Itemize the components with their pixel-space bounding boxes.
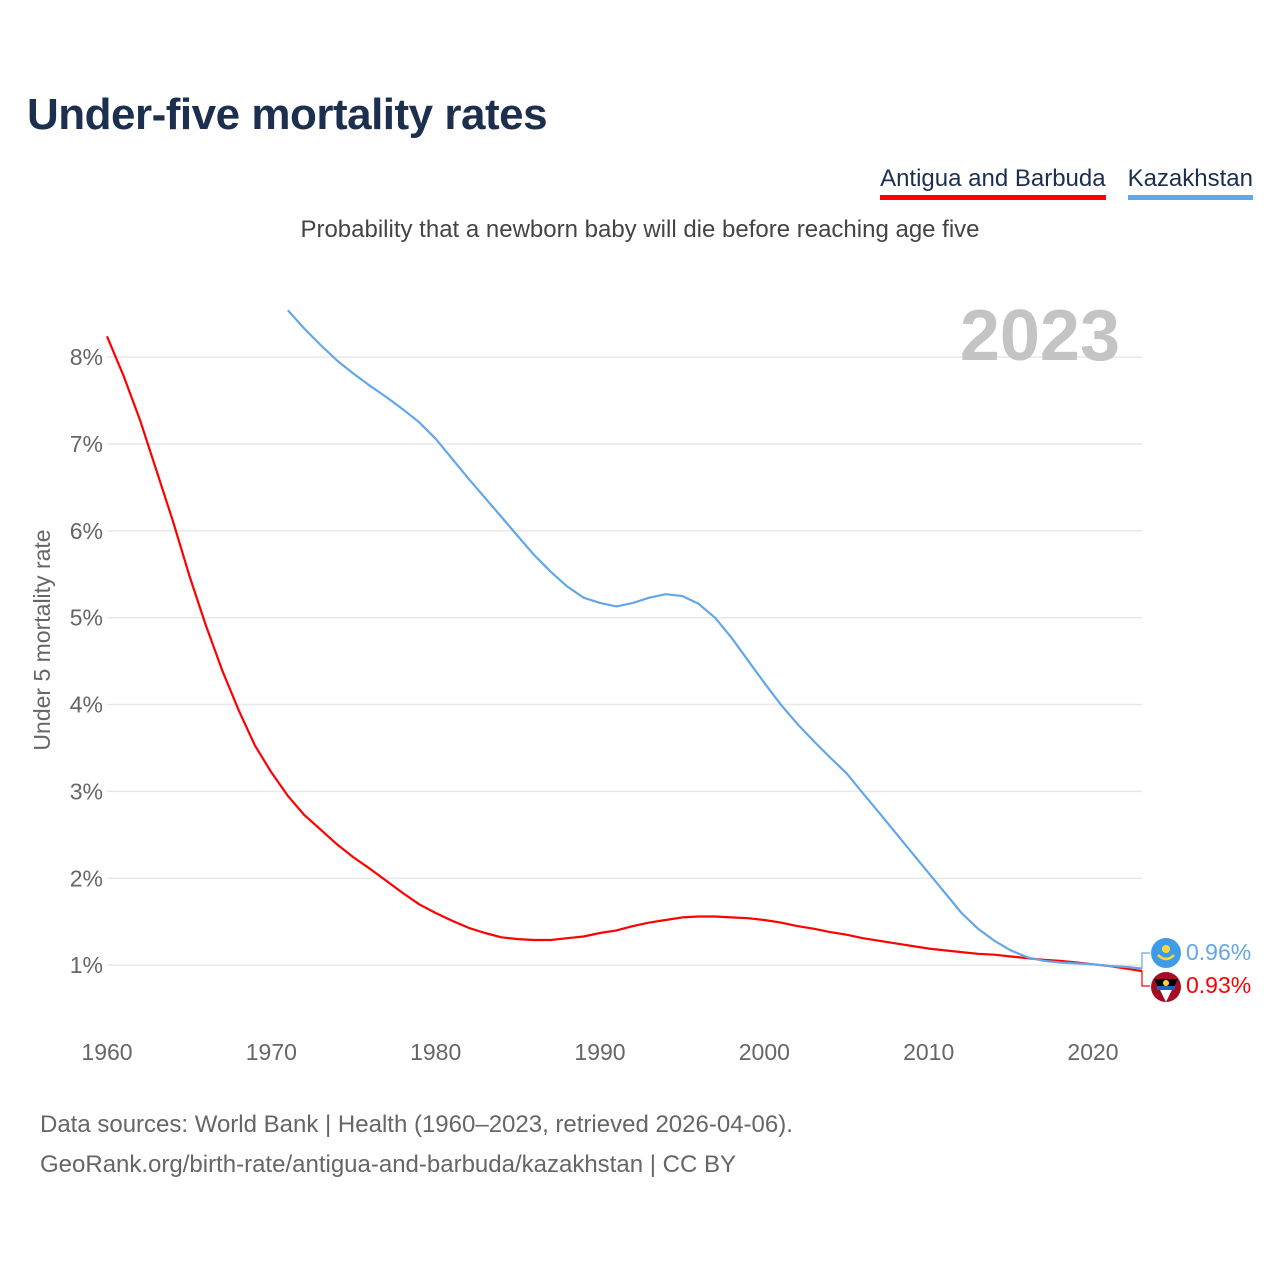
legend: Antigua and Barbuda Kazakhstan bbox=[880, 165, 1253, 200]
year-watermark: 2023 bbox=[960, 296, 1120, 376]
y-tick-label: 6% bbox=[70, 518, 103, 544]
chart-title: Under-five mortality rates bbox=[27, 90, 548, 139]
x-tick-label: 1990 bbox=[574, 1039, 625, 1065]
kazakhstan-flag-icon bbox=[1151, 938, 1181, 968]
series-line-kazakhstan bbox=[286, 309, 1143, 970]
data-source-text: Data sources: World Bank | Health (1960–… bbox=[40, 1111, 793, 1138]
series-line-antigua bbox=[105, 335, 1143, 973]
flag-sun bbox=[1163, 980, 1169, 986]
source-url-text[interactable]: GeoRank.org/birth-rate/antigua-and-barbu… bbox=[40, 1151, 736, 1178]
end-label-antigua: 0.93% bbox=[1186, 972, 1251, 998]
y-tick-label: 8% bbox=[70, 344, 103, 370]
x-tick-label: 1960 bbox=[81, 1039, 132, 1065]
x-tick-label: 2020 bbox=[1067, 1039, 1118, 1065]
y-tick-label: 3% bbox=[70, 778, 103, 804]
x-tick-label: 2010 bbox=[903, 1039, 954, 1065]
x-tick-label: 2000 bbox=[739, 1039, 790, 1065]
footer: Data sources: World Bank | Health (1960–… bbox=[40, 1105, 793, 1185]
connector-kazakhstan bbox=[1141, 952, 1150, 969]
y-tick-label: 1% bbox=[70, 952, 103, 978]
flag-eagle bbox=[1157, 954, 1175, 961]
y-axis-label: Under 5 mortality rate bbox=[29, 529, 55, 750]
y-tick-label: 5% bbox=[70, 605, 103, 631]
chart-subtitle: Probability that a newborn baby will die… bbox=[300, 216, 980, 243]
legend-item-antigua[interactable]: Antigua and Barbuda bbox=[880, 165, 1106, 200]
flag-white bbox=[1160, 990, 1172, 1002]
y-tick-label: 2% bbox=[70, 865, 103, 891]
connector-antigua bbox=[1141, 971, 1150, 987]
x-tick-label: 1980 bbox=[410, 1039, 461, 1065]
x-tick-label: 1970 bbox=[246, 1039, 297, 1065]
antigua-flag-icon bbox=[1151, 972, 1181, 1002]
end-label-kazakhstan: 0.96% bbox=[1186, 939, 1251, 965]
y-tick-label: 7% bbox=[70, 431, 103, 457]
y-tick-label: 4% bbox=[70, 692, 103, 718]
flag-blue-band bbox=[1157, 986, 1175, 990]
legend-item-kazakhstan[interactable]: Kazakhstan bbox=[1127, 165, 1253, 200]
flag-sun bbox=[1162, 945, 1170, 953]
